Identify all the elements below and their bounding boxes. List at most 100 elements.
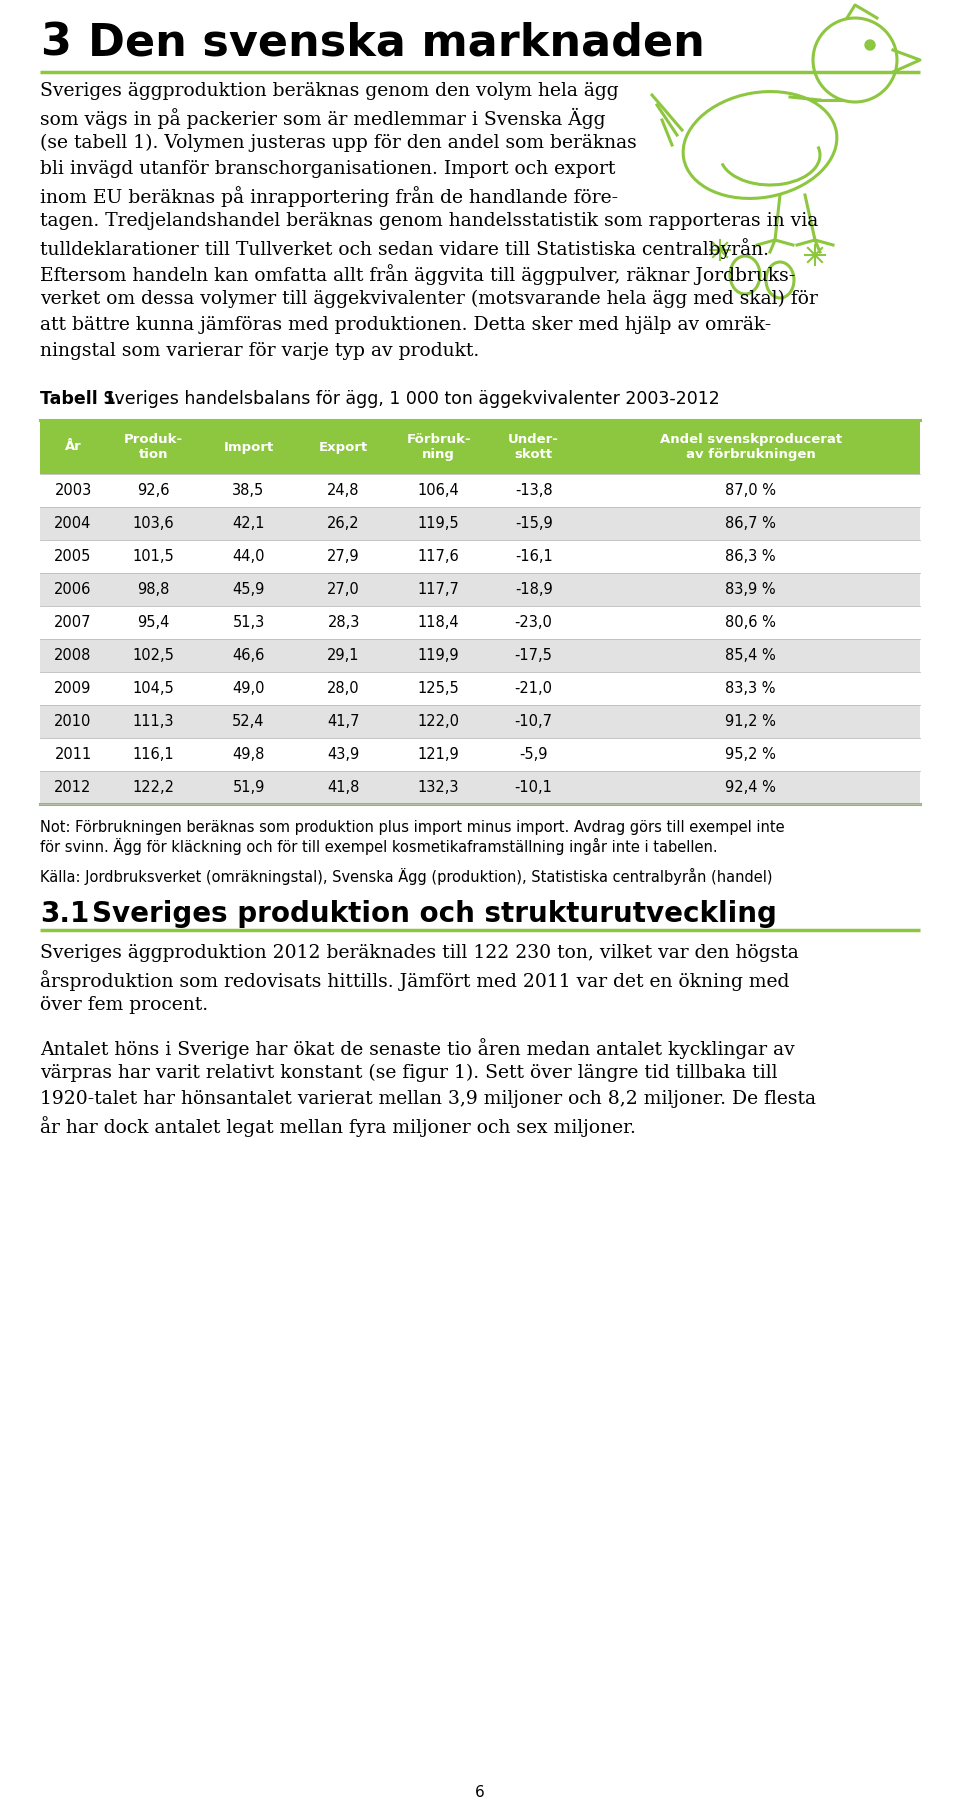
Text: (se tabell 1). Volymen justeras upp för den andel som beräknas: (se tabell 1). Volymen justeras upp för … [40,134,636,152]
Text: 3: 3 [40,22,71,65]
Text: 51,3: 51,3 [232,615,265,630]
Text: -21,0: -21,0 [515,680,553,696]
Text: Import: Import [224,441,274,454]
Text: -18,9: -18,9 [515,582,553,597]
Text: 2007: 2007 [55,615,92,630]
Text: -10,7: -10,7 [515,715,553,729]
Text: -23,0: -23,0 [515,615,553,630]
Text: över fem procent.: över fem procent. [40,997,208,1015]
Text: 95,4: 95,4 [137,615,170,630]
Text: 2010: 2010 [55,715,92,729]
Text: 83,3 %: 83,3 % [726,680,776,696]
Text: tagen. Tredjelandshandel beräknas genom handelsstatistik som rapporteras in via: tagen. Tredjelandshandel beräknas genom … [40,212,818,230]
Text: värpras har varit relativt konstant (se figur 1). Sett över längre tid tillbaka : värpras har varit relativt konstant (se … [40,1064,778,1082]
Bar [40,771,920,803]
Text: som vägs in på packerier som är medlemmar i Svenska Ägg: som vägs in på packerier som är medlemma… [40,109,606,128]
Text: att bättre kunna jämföras med produktionen. Detta sker med hjälp av omräk-: att bättre kunna jämföras med produktion… [40,317,771,335]
Text: 86,7 %: 86,7 % [725,516,776,532]
Text: 119,5: 119,5 [418,516,460,532]
Bar [40,474,920,507]
Text: 92,6: 92,6 [137,483,170,497]
Text: 49,0: 49,0 [232,680,265,696]
Text: 91,2 %: 91,2 % [725,715,776,729]
Text: Eftersom handeln kan omfatta allt från äggvita till äggpulver, räknar Jordbruks-: Eftersom handeln kan omfatta allt från ä… [40,264,795,286]
Text: -5,9: -5,9 [519,747,548,762]
Text: 28,0: 28,0 [327,680,360,696]
Text: Produk-
tion: Produk- tion [124,432,183,461]
Text: 24,8: 24,8 [327,483,360,497]
Text: Sveriges äggproduktion 2012 beräknades till 122 230 ton, vilket var den högsta: Sveriges äggproduktion 2012 beräknades t… [40,944,799,962]
Text: -17,5: -17,5 [515,648,553,664]
Text: 28,3: 28,3 [327,615,360,630]
Text: Sveriges handelsbalans för ägg, 1 000 ton äggekvivalenter 2003-2012: Sveriges handelsbalans för ägg, 1 000 to… [98,391,720,409]
Text: Export: Export [319,441,369,454]
Bar [40,706,920,738]
Bar [40,738,920,771]
Bar [40,606,920,639]
Text: 117,7: 117,7 [418,582,460,597]
Bar [40,420,920,474]
Text: 2011: 2011 [55,747,91,762]
Text: 2006: 2006 [55,582,92,597]
Text: 6: 6 [475,1785,485,1800]
Text: År: År [64,441,82,454]
Text: 111,3: 111,3 [132,715,175,729]
Text: Tabell 1.: Tabell 1. [40,391,122,409]
Text: 27,9: 27,9 [327,548,360,564]
Text: 43,9: 43,9 [327,747,360,762]
Text: 3.1: 3.1 [40,901,89,928]
Text: år har dock antalet legat mellan fyra miljoner och sex miljoner.: år har dock antalet legat mellan fyra mi… [40,1116,636,1136]
Text: 45,9: 45,9 [232,582,265,597]
Text: Under-
skott: Under- skott [508,432,559,461]
Text: 122,2: 122,2 [132,780,175,794]
Text: 26,2: 26,2 [327,516,360,532]
Text: 2009: 2009 [55,680,92,696]
Bar [40,573,920,606]
Text: Not: Förbrukningen beräknas som produktion plus import minus import. Avdrag görs: Not: Förbrukningen beräknas som produkti… [40,819,784,836]
Text: Sveriges produktion och strukturutveckling: Sveriges produktion och strukturutveckli… [92,901,777,928]
Text: 132,3: 132,3 [418,780,460,794]
Text: 122,0: 122,0 [418,715,460,729]
Text: 2004: 2004 [55,516,92,532]
Text: 103,6: 103,6 [132,516,175,532]
Text: verket om dessa volymer till äggekvivalenter (motsvarande hela ägg med skal) för: verket om dessa volymer till äggekvivale… [40,289,818,308]
Text: 2008: 2008 [55,648,92,664]
Text: 38,5: 38,5 [232,483,265,497]
Text: ningstal som varierar för varje typ av produkt.: ningstal som varierar för varje typ av p… [40,342,479,360]
Text: 106,4: 106,4 [418,483,460,497]
Bar [40,671,920,706]
Text: inom EU beräknas på inrapportering från de handlande före-: inom EU beräknas på inrapportering från … [40,186,618,206]
Text: 121,9: 121,9 [418,747,460,762]
Text: Andel svenskproducerat
av förbrukningen: Andel svenskproducerat av förbrukningen [660,432,842,461]
Text: 51,9: 51,9 [232,780,265,794]
Text: 44,0: 44,0 [232,548,265,564]
Text: 27,0: 27,0 [327,582,360,597]
Circle shape [865,40,875,51]
Text: för svinn. Ägg för kläckning och för till exempel kosmetikaframställning ingår i: för svinn. Ägg för kläckning och för til… [40,838,718,856]
Text: Den svenska marknaden: Den svenska marknaden [88,22,705,65]
Text: 118,4: 118,4 [418,615,460,630]
Text: 83,9 %: 83,9 % [726,582,776,597]
Text: 101,5: 101,5 [132,548,175,564]
Text: 41,8: 41,8 [327,780,360,794]
Text: 49,8: 49,8 [232,747,265,762]
Text: 125,5: 125,5 [418,680,460,696]
Text: 117,6: 117,6 [418,548,460,564]
Text: -16,1: -16,1 [515,548,553,564]
Text: 104,5: 104,5 [132,680,175,696]
Text: -10,1: -10,1 [515,780,553,794]
Text: årsproduktion som redovisats hittills. Jämfört med 2011 var det en ökning med: årsproduktion som redovisats hittills. J… [40,970,789,991]
Text: 2005: 2005 [55,548,92,564]
Text: 2003: 2003 [55,483,91,497]
Bar [40,541,920,573]
Text: tulldeklarationer till Tullverket och sedan vidare till Statistiska centralbyrån: tulldeklarationer till Tullverket och se… [40,239,769,259]
Text: 41,7: 41,7 [327,715,360,729]
Text: 102,5: 102,5 [132,648,175,664]
Text: 85,4 %: 85,4 % [725,648,776,664]
Text: 80,6 %: 80,6 % [725,615,776,630]
Text: 92,4 %: 92,4 % [725,780,776,794]
Text: 42,1: 42,1 [232,516,265,532]
Bar [40,639,920,671]
Text: 52,4: 52,4 [232,715,265,729]
Text: Källa: Jordbruksverket (omräkningstal), Svenska Ägg (produktion), Statistiska ce: Källa: Jordbruksverket (omräkningstal), … [40,868,773,885]
